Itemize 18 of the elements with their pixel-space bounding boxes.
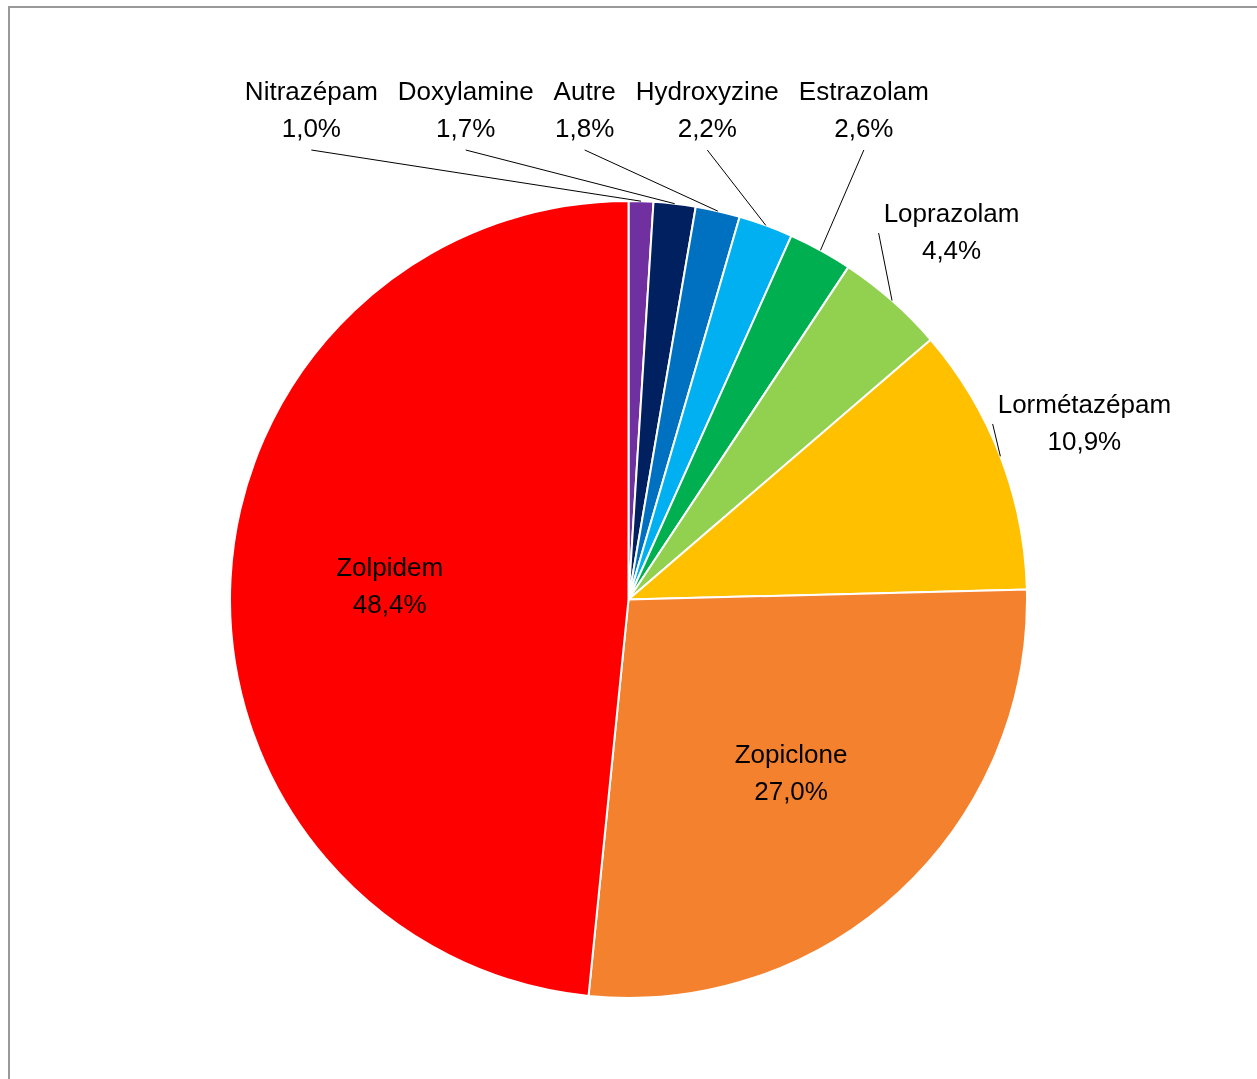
data-label: 1,0%: [281, 112, 341, 143]
data-label: 1,8%: [555, 112, 615, 143]
slice-label: Doxylamine: [397, 75, 534, 106]
data-label: 2,2%: [677, 112, 737, 143]
slice-label: Lormétazépam: [997, 388, 1172, 419]
data-label: 1,7%: [436, 112, 496, 143]
data-label: 27,0%: [754, 776, 828, 807]
slice-label: Estrazolam: [798, 75, 929, 106]
slice-label: Zopiclone: [734, 739, 848, 770]
data-label: 4,4%: [921, 234, 982, 265]
slice-label: Hydroxyzine: [635, 75, 779, 106]
slice-label: Nitrazépam: [244, 75, 378, 106]
data-label: 48,4%: [352, 589, 427, 620]
slice-label: Loprazolam: [883, 197, 1020, 228]
slice-label: Zolpidem: [336, 552, 444, 583]
slice-label: Autre: [553, 75, 616, 106]
data-label: 2,6%: [834, 112, 894, 143]
data-label: 10,9%: [1047, 425, 1122, 456]
